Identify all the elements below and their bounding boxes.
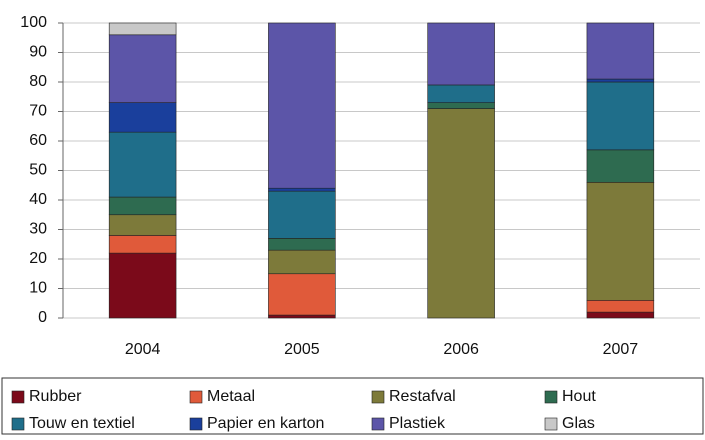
y-tick-label: 0 (38, 309, 47, 326)
legend-label: Hout (562, 388, 596, 405)
bar-segment (268, 273, 336, 316)
legend-swatch (189, 417, 203, 431)
bar-segment (108, 214, 177, 236)
bar-segment (268, 249, 336, 275)
legend-swatch (544, 390, 558, 404)
bar-segment (108, 34, 177, 103)
legend-swatch (371, 390, 385, 404)
bar-segment (427, 22, 495, 86)
y-tick-label: 20 (29, 250, 47, 267)
bar-segment (586, 81, 655, 151)
x-tick-label: 2005 (284, 341, 320, 358)
legend-label: Glas (562, 415, 595, 432)
bar-segment (268, 22, 336, 189)
bar-segment (586, 22, 655, 80)
bar-segment (586, 311, 655, 319)
bar-segment (586, 182, 655, 301)
y-tick-label: 100 (20, 14, 47, 31)
bar-segment (108, 22, 177, 36)
y-tick-label: 10 (29, 280, 47, 297)
bar-segment (268, 238, 336, 251)
x-tick-label: 2006 (443, 341, 479, 358)
legend-swatch (544, 417, 558, 431)
y-tick-label: 40 (29, 191, 47, 208)
y-tick-label: 60 (29, 132, 47, 149)
legend-swatch (11, 390, 25, 404)
x-tick-label: 2004 (125, 341, 161, 358)
bar-segment (108, 196, 177, 216)
legend-label: Metaal (207, 388, 255, 405)
bar-segment (427, 84, 495, 103)
y-tick-label: 70 (29, 103, 47, 120)
bar-segment (108, 252, 177, 319)
y-tick-label: 80 (29, 73, 47, 90)
legend-label: Plastiek (389, 415, 446, 432)
legend-swatch (371, 417, 385, 431)
bar-segment (427, 108, 495, 319)
bar-segment (268, 187, 336, 192)
legend-swatch (11, 417, 25, 431)
bar-segment (427, 102, 495, 109)
bar-segment (108, 131, 177, 198)
x-tick-label: 2007 (603, 341, 639, 358)
bar-segment (586, 149, 655, 183)
legend-label: Papier en karton (207, 415, 324, 432)
y-tick-label: 30 (29, 221, 47, 238)
legend-label: Touw en textiel (29, 415, 135, 432)
bar-segment (586, 78, 655, 83)
legend-label: Rubber (29, 388, 82, 405)
bar-segment (108, 235, 177, 254)
bar-segment (268, 314, 336, 319)
y-tick-label: 50 (29, 162, 47, 179)
bar-segment (586, 299, 655, 313)
legend-label: Restafval (389, 388, 456, 405)
bar-segment (108, 102, 177, 133)
y-tick-label: 90 (29, 44, 47, 61)
legend-box (1, 377, 704, 435)
legend-swatch (189, 390, 203, 404)
bar-segment (268, 190, 336, 239)
